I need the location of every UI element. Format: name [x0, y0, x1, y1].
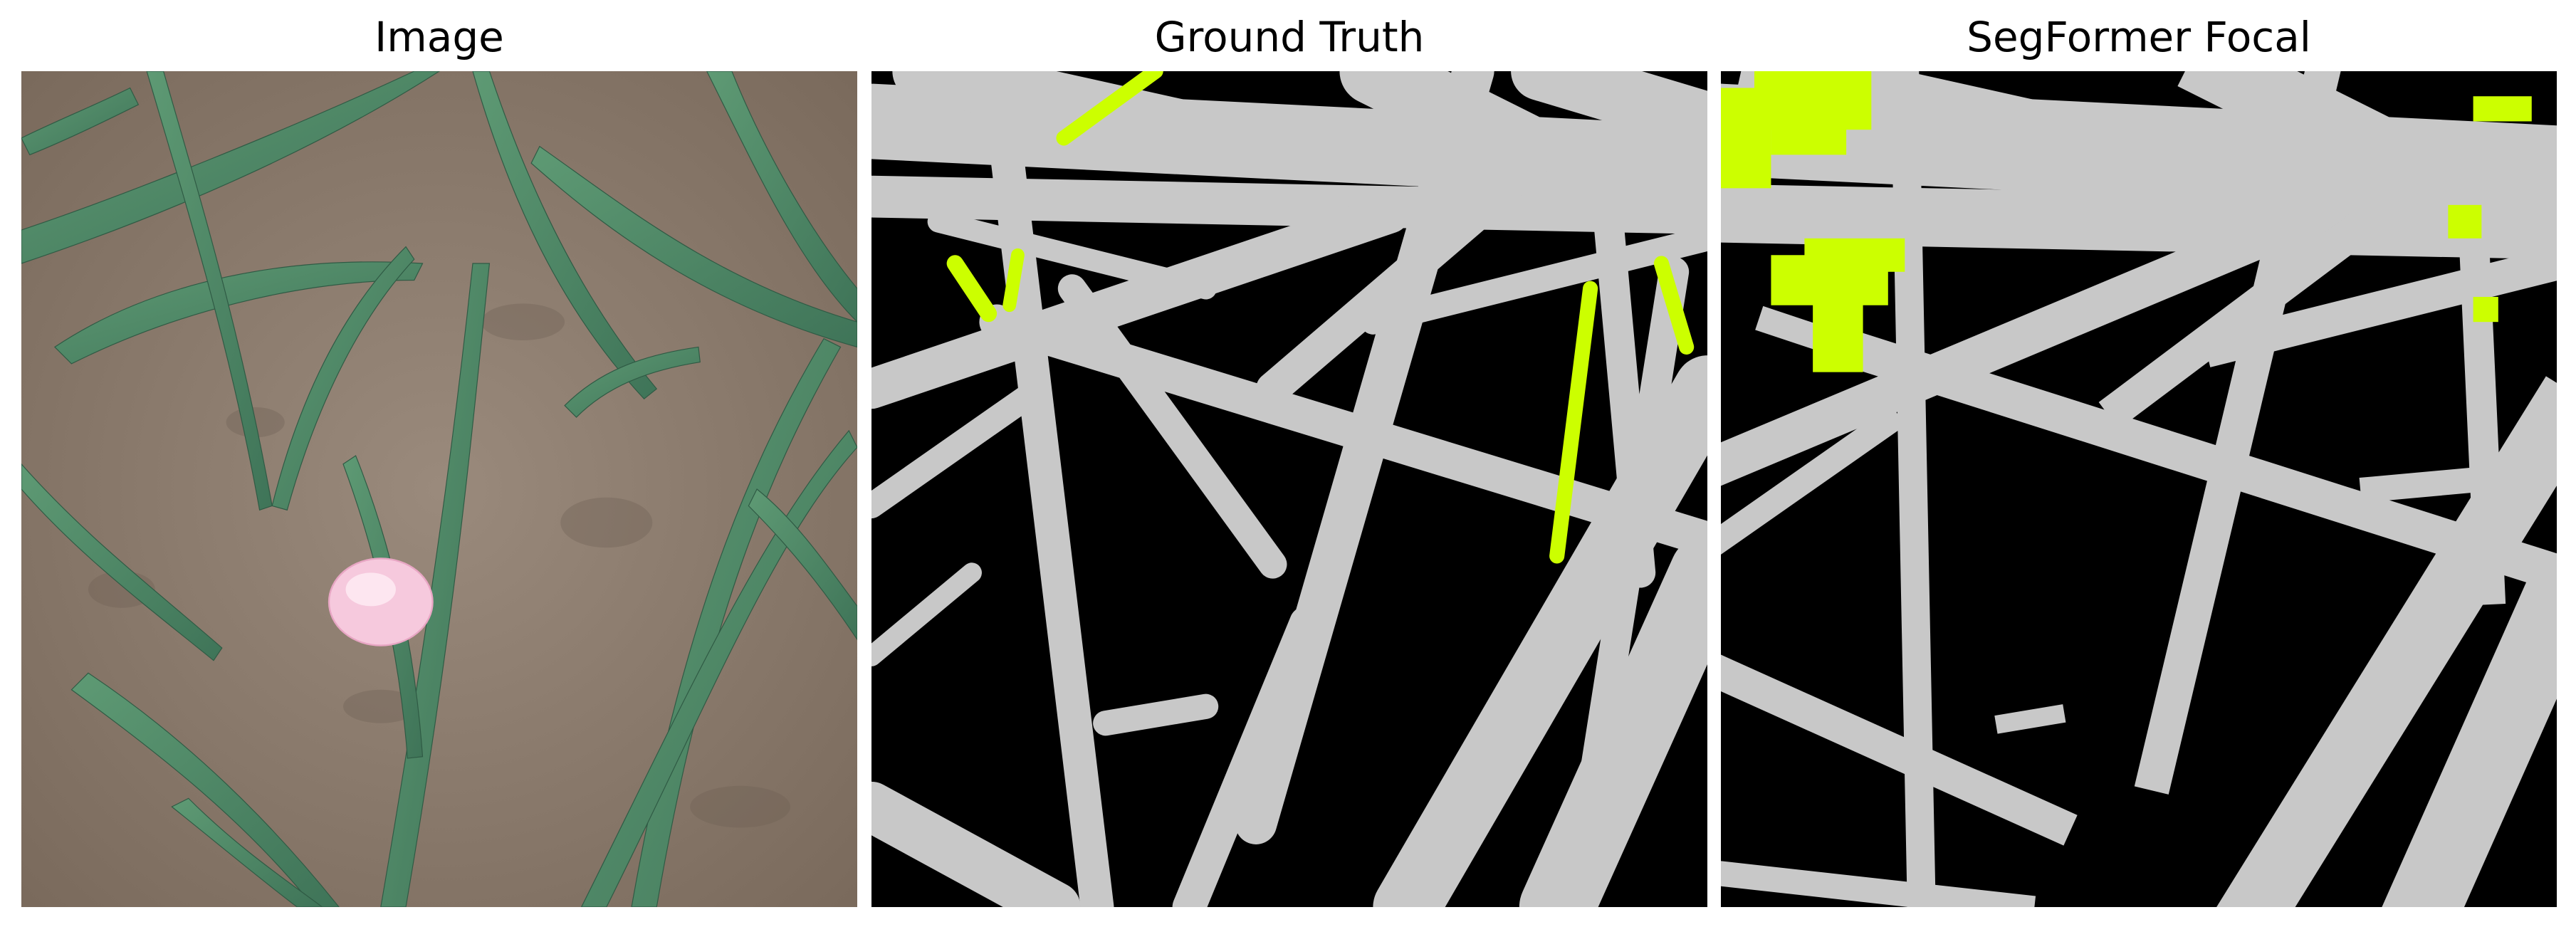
image-panel: Image — [21, 0, 857, 927]
segformer-focal-panel: SegFormer Focal — [1721, 0, 2557, 927]
prediction-mask — [1721, 71, 2557, 907]
wheat-leaves — [21, 71, 857, 907]
ground-truth-mask — [871, 71, 1707, 907]
field-photo — [21, 71, 857, 907]
panel-title-image: Image — [375, 13, 504, 61]
panel-title-ground-truth: Ground Truth — [1154, 13, 1425, 61]
plant-mask-regions — [871, 71, 1707, 907]
flower-petal — [328, 557, 434, 646]
panel-title-segformer-focal: SegFormer Focal — [1967, 13, 2311, 61]
highlight-mask-regions — [1721, 71, 2532, 372]
ground-truth-panel: Ground Truth — [871, 0, 1707, 927]
plant-mask-regions — [1721, 71, 2557, 907]
highlight-mask-regions — [946, 71, 1695, 564]
